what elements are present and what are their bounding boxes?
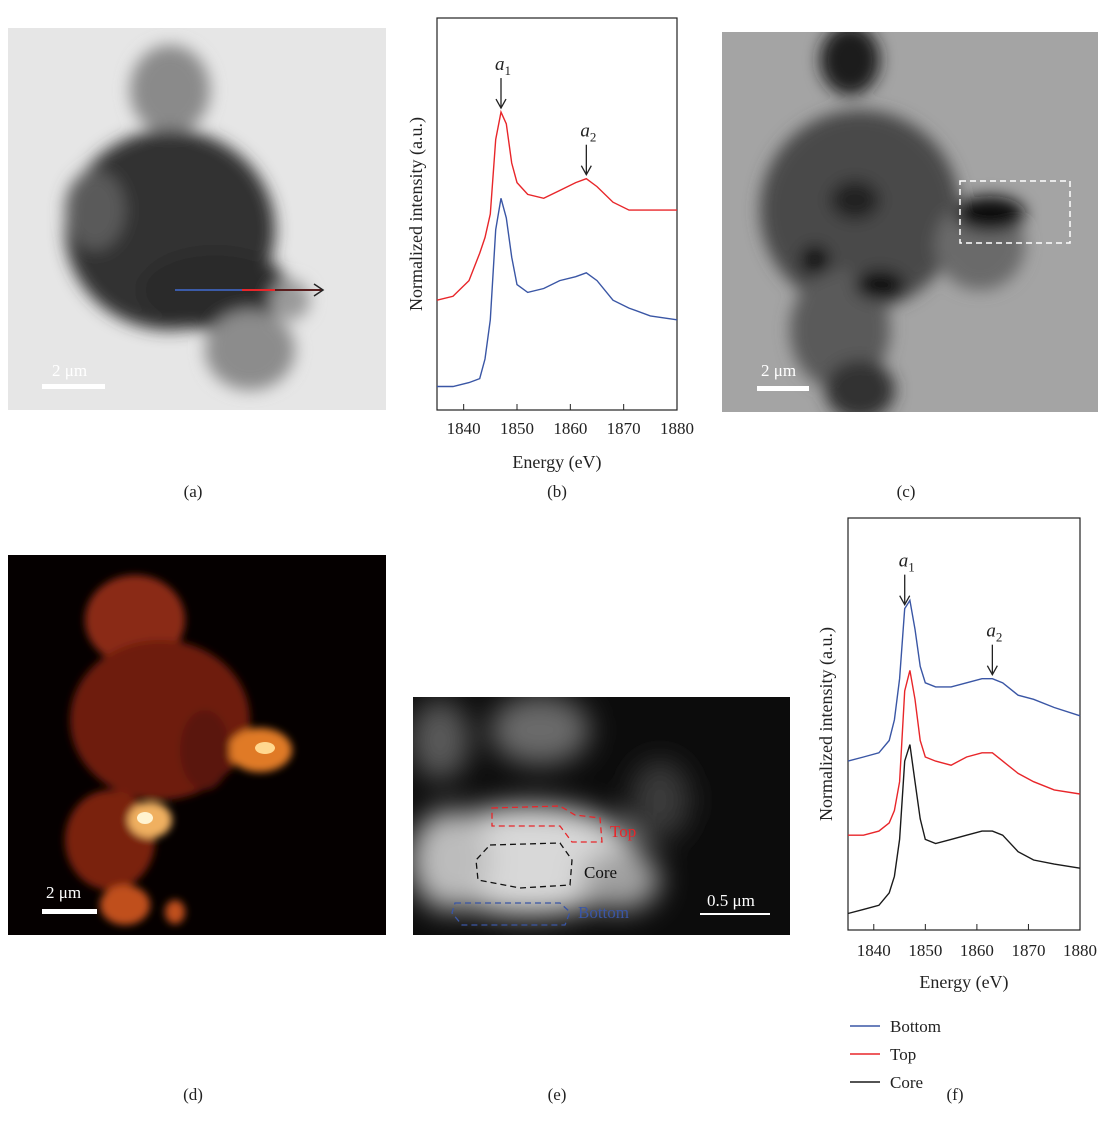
annotation-sub: 2	[996, 630, 1003, 645]
region-label: Top	[610, 822, 636, 841]
spectrum-line	[436, 109, 677, 301]
roi-box	[959, 180, 1071, 244]
x-tick-label: 1880	[1063, 941, 1097, 960]
region-label: Core	[584, 863, 617, 882]
x-axis-label: Energy (eV)	[512, 452, 601, 473]
annotation-arrow-head	[899, 595, 911, 606]
panel-label: (e)	[548, 1085, 567, 1104]
image-d	[8, 555, 386, 935]
image-e	[413, 697, 790, 935]
region-label: Bottom	[578, 903, 629, 922]
x-tick-label: 1860	[960, 941, 994, 960]
x-tick-label: 1850	[908, 941, 942, 960]
scale-bar	[42, 384, 105, 389]
annotation-sub: 1	[505, 63, 512, 78]
panel-label: (f)	[947, 1085, 964, 1104]
annotation-text: a	[580, 121, 590, 142]
scale-label: 2 μm	[52, 361, 87, 380]
annotation: a1	[899, 551, 915, 575]
panel-label: (c)	[897, 482, 916, 501]
x-tick-label: 1840	[447, 419, 481, 438]
region-outline	[451, 902, 571, 926]
region-outline	[491, 805, 603, 843]
annotation: a2	[986, 621, 1002, 645]
image-c	[722, 32, 1098, 412]
annotation-sub: 2	[590, 130, 597, 145]
legend-label: Bottom	[890, 1017, 941, 1036]
scale-bar	[42, 909, 97, 914]
plot-frame	[847, 517, 1081, 931]
plot-frame	[436, 17, 678, 411]
x-tick-label: 1880	[660, 419, 694, 438]
spectrum-line	[847, 744, 1081, 915]
annotation-arrow-head	[495, 98, 507, 110]
spectrum-line	[437, 198, 678, 388]
annotation-text: a	[986, 621, 996, 642]
legend-label: Top	[890, 1045, 916, 1064]
panel-label: (b)	[547, 482, 567, 501]
annotation: a1	[495, 54, 511, 78]
x-tick-label: 1870	[1011, 941, 1045, 960]
annotation-text: a	[899, 551, 909, 572]
annotation-arrow-head	[580, 165, 592, 177]
scale-label: 2 μm	[761, 361, 796, 380]
annotation: a2	[580, 121, 596, 145]
annotation-text: a	[495, 54, 505, 75]
annotation-arrow-head	[986, 665, 998, 677]
annotation-sub: 1	[908, 560, 915, 575]
arrow-head	[313, 283, 325, 297]
y-axis-label: Normalized intensity (a.u.)	[816, 627, 837, 821]
x-tick-label: 1870	[607, 419, 641, 438]
x-axis-label: Energy (eV)	[919, 972, 1008, 993]
region-outline	[475, 842, 573, 889]
x-tick-label: 1860	[553, 419, 587, 438]
y-axis-label: Normalized intensity (a.u.)	[406, 117, 427, 311]
spectrum-line	[848, 670, 1081, 836]
legend-label: Core	[890, 1073, 923, 1092]
spectrum-line	[847, 598, 1081, 762]
x-tick-label: 1850	[500, 419, 534, 438]
scale-label: 0.5 μm	[707, 891, 755, 910]
x-tick-label: 1840	[857, 941, 891, 960]
scale-label: 2 μm	[46, 883, 81, 902]
panel-label: (d)	[183, 1085, 203, 1104]
scale-bar	[700, 913, 770, 915]
image-a	[8, 28, 386, 410]
scale-bar	[757, 386, 809, 391]
panel-label: (a)	[184, 482, 203, 501]
